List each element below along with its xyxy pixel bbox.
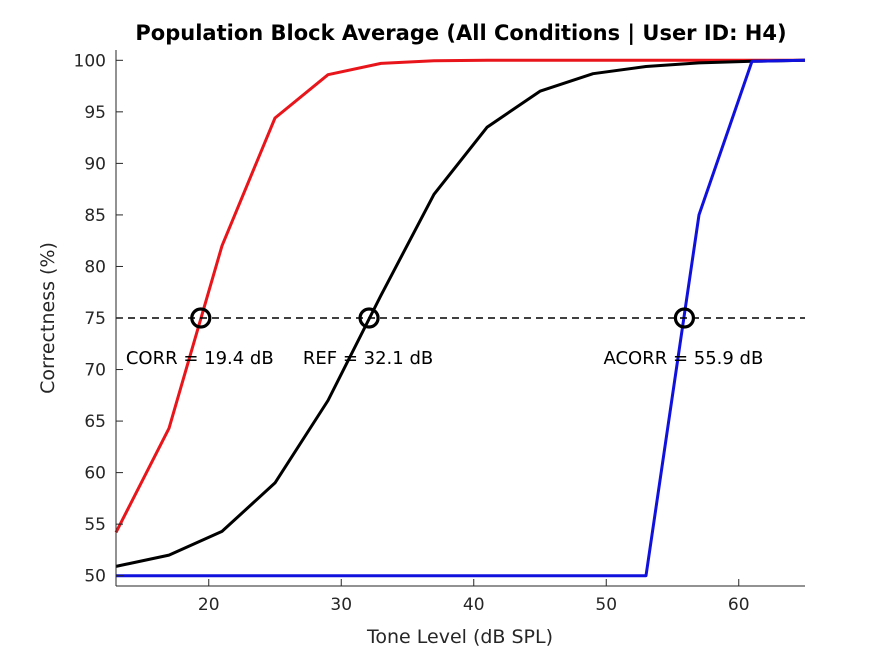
threshold-label-2: ACORR = 55.9 dB [603,348,763,369]
x-tick-label-4: 60 [728,595,750,615]
y-tick-label-9: 95 [84,103,106,123]
y-tick-label-4: 70 [84,361,106,381]
series-line-2 [116,58,806,578]
threshold-label-0: CORR = 19.4 dB [126,348,274,369]
threshold-marker-2 [673,307,696,329]
x-tick-label-1: 30 [330,595,352,615]
y-tick-label-3: 65 [84,412,106,432]
threshold-marker-0 [190,307,212,329]
x-tick-label-2: 40 [463,595,485,615]
y-tick-label-5: 75 [84,309,106,329]
y-axis-label: Correctness (%) [37,242,59,394]
x-tick-label-0: 20 [198,595,220,615]
x-axis-label: Tone Level (dB SPL) [366,626,553,648]
threshold-label-1: REF = 32.1 dB [303,348,433,369]
y-tick-label-10: 100 [74,51,106,71]
y-tick-label-7: 85 [84,206,106,226]
y-ticks: 50 55 60 65 70 75 80 85 90 95 100 [74,51,123,587]
series-line-1 [115,58,806,568]
y-tick-label-8: 90 [84,154,106,174]
threshold-marker-1 [358,307,380,329]
y-tick-label-6: 80 [84,257,106,277]
series-line-0 [114,58,805,534]
plot-area [116,50,805,586]
x-ticks: 20 30 40 50 60 [198,579,750,615]
x-tick-label-3: 50 [595,595,617,615]
series-layer [114,58,806,578]
y-tick-label-1: 55 [84,515,106,535]
y-tick-label-2: 60 [84,464,106,484]
chart-title: Population Block Average (All Conditions… [135,21,786,46]
y-tick-label-0: 50 [84,567,106,587]
marker-layer: CORR = 19.4 dB REF = 32.1 dB ACORR = 55.9 … [126,307,763,369]
